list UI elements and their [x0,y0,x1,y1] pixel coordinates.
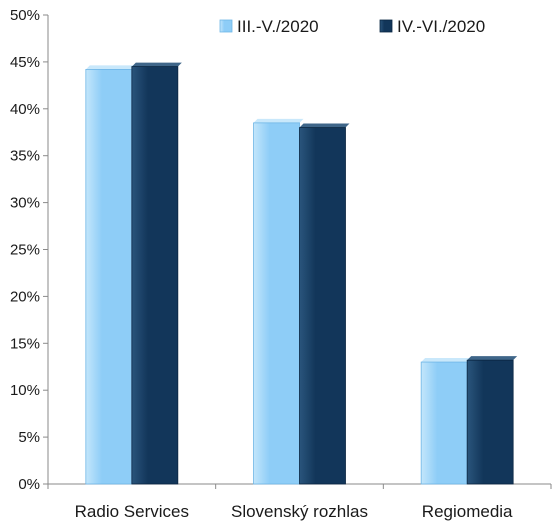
y-tick-label: 20% [10,288,40,305]
legend-item: III.-V./2020 [219,17,319,36]
bar [299,123,350,485]
x-tick-label: Slovenský rozhlas [231,502,368,521]
bar [466,356,518,485]
x-tick-label: Radio Services [75,502,189,521]
y-tick-label: 30% [10,195,40,212]
legend-label: III.-V./2020 [237,17,319,36]
y-tick-label: 5% [18,429,40,446]
legend-label: IV.-VI./2020 [397,17,485,36]
legend-swatch [379,19,393,33]
y-tick-label: 15% [10,335,40,352]
y-tick-label: 0% [18,476,40,493]
y-tick-label: 40% [10,101,40,118]
x-tick-label: Regiomedia [422,502,513,521]
bar [85,65,136,485]
y-tick-label: 50% [10,7,40,24]
y-tick-label: 45% [10,54,40,71]
legend: III.-V./2020 IV.-VI./2020 [219,17,485,36]
legend-swatch [219,19,233,33]
legend-item: IV.-VI./2020 [379,17,485,36]
bars [85,62,518,485]
bar [131,62,182,485]
bar [253,118,304,485]
y-tick-label: 35% [10,148,40,165]
x-axis-ticks: Radio Services Slovenský rozhlas Regiomedi… [47,484,552,521]
bar [420,358,472,485]
y-tick-label: 25% [10,242,40,259]
y-tick-label: 10% [10,382,40,399]
y-axis-ticks: 0% 5% 10% 15% 20% 25% 30% 35% 40% 45% 50% [10,7,48,493]
